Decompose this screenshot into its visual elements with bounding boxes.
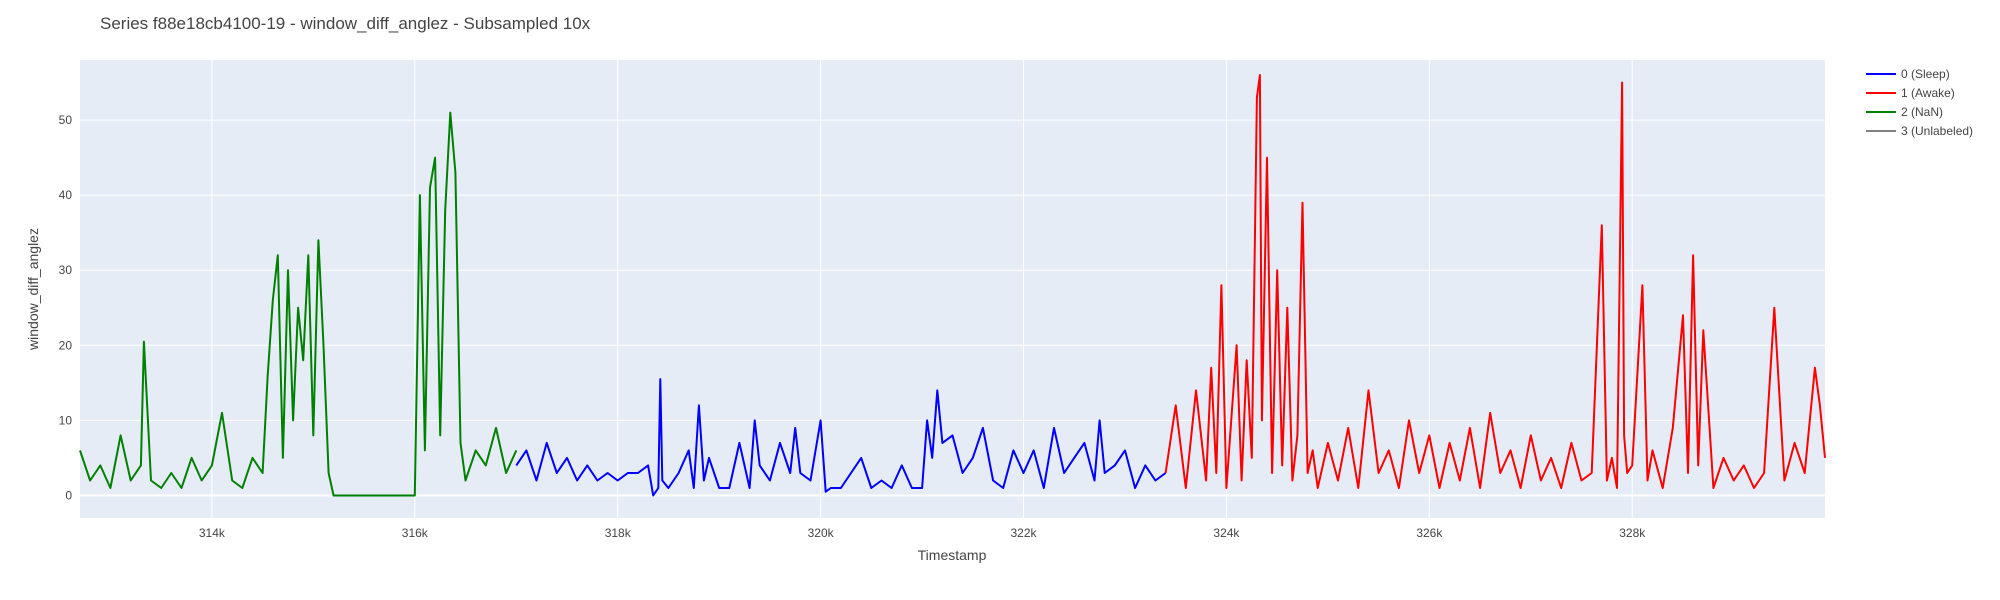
series-line xyxy=(515,378,1167,497)
series-layer xyxy=(79,74,1826,497)
y-axis-title: window_diff_anglez xyxy=(25,228,41,351)
y-tick-label: 10 xyxy=(59,413,73,427)
legend: 0 (Sleep) 1 (Awake) 2 (NaN) 3 (Unlabeled) xyxy=(1866,67,1973,138)
x-axis-title: Timestamp xyxy=(918,547,987,563)
legend-item[interactable]: 0 (Sleep) xyxy=(1901,67,1950,81)
x-gridlines xyxy=(211,60,1633,518)
chart-title: Series f88e18cb4100-19 - window_diff_ang… xyxy=(100,14,591,33)
x-tick-label: 318k xyxy=(605,526,632,540)
y-tick-label: 0 xyxy=(65,488,72,502)
x-tick-label: 328k xyxy=(1619,526,1646,540)
x-tick-label: 322k xyxy=(1011,526,1038,540)
y-tick-label: 50 xyxy=(59,113,73,127)
y-tick-label: 20 xyxy=(59,338,73,352)
y-tick-labels: 0 10 20 30 40 50 xyxy=(59,113,73,502)
legend-item[interactable]: 2 (NaN) xyxy=(1901,105,1943,119)
x-tick-label: 316k xyxy=(402,526,429,540)
y-tick-label: 30 xyxy=(59,263,73,277)
plot-background xyxy=(80,60,1825,518)
x-tick-label: 314k xyxy=(199,526,226,540)
x-tick-labels: 314k 316k 318k 320k 322k 324k 326k 328k xyxy=(199,526,1646,540)
series-line xyxy=(79,111,518,497)
series-line xyxy=(1164,74,1826,489)
x-tick-label: 320k xyxy=(808,526,835,540)
legend-item[interactable]: 3 (Unlabeled) xyxy=(1901,124,1973,138)
legend-item[interactable]: 1 (Awake) xyxy=(1901,86,1955,100)
x-tick-label: 326k xyxy=(1416,526,1443,540)
x-tick-label: 324k xyxy=(1213,526,1240,540)
y-tick-label: 40 xyxy=(59,188,73,202)
